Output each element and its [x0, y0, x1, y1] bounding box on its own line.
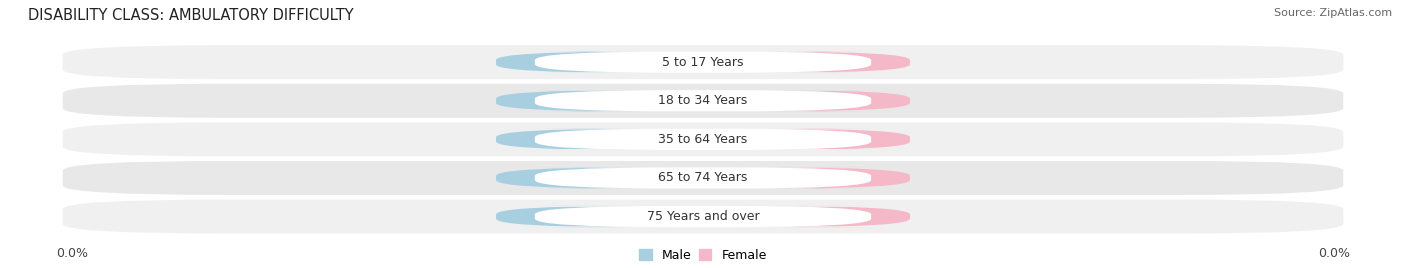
FancyBboxPatch shape — [496, 129, 678, 150]
FancyBboxPatch shape — [63, 84, 1343, 118]
FancyBboxPatch shape — [728, 129, 910, 150]
Legend: Male, Female: Male, Female — [640, 249, 766, 262]
FancyBboxPatch shape — [534, 90, 872, 111]
Text: 65 to 74 Years: 65 to 74 Years — [658, 172, 748, 184]
Text: DISABILITY CLASS: AMBULATORY DIFFICULTY: DISABILITY CLASS: AMBULATORY DIFFICULTY — [28, 8, 354, 23]
FancyBboxPatch shape — [496, 90, 678, 111]
Text: 0.0%: 0.0% — [571, 211, 602, 222]
FancyBboxPatch shape — [496, 167, 678, 189]
FancyBboxPatch shape — [496, 206, 678, 227]
FancyBboxPatch shape — [63, 161, 1343, 195]
Text: 0.0%: 0.0% — [804, 96, 835, 106]
FancyBboxPatch shape — [496, 51, 678, 73]
Text: Source: ZipAtlas.com: Source: ZipAtlas.com — [1274, 8, 1392, 18]
FancyBboxPatch shape — [63, 45, 1343, 79]
FancyBboxPatch shape — [728, 206, 910, 227]
FancyBboxPatch shape — [534, 206, 872, 227]
Text: 0.0%: 0.0% — [571, 134, 602, 144]
FancyBboxPatch shape — [534, 129, 872, 150]
Text: 0.0%: 0.0% — [804, 211, 835, 222]
Text: 0.0%: 0.0% — [804, 173, 835, 183]
Text: 0.0%: 0.0% — [571, 173, 602, 183]
Text: 0.0%: 0.0% — [804, 134, 835, 144]
Text: 0.0%: 0.0% — [1317, 247, 1350, 260]
Text: 5 to 17 Years: 5 to 17 Years — [662, 56, 744, 69]
FancyBboxPatch shape — [534, 167, 872, 189]
Text: 0.0%: 0.0% — [56, 247, 89, 260]
FancyBboxPatch shape — [63, 200, 1343, 233]
FancyBboxPatch shape — [63, 122, 1343, 156]
Text: 0.0%: 0.0% — [571, 57, 602, 67]
Text: 0.0%: 0.0% — [804, 57, 835, 67]
FancyBboxPatch shape — [728, 90, 910, 111]
FancyBboxPatch shape — [728, 51, 910, 73]
Text: 75 Years and over: 75 Years and over — [647, 210, 759, 223]
Text: 35 to 64 Years: 35 to 64 Years — [658, 133, 748, 146]
Text: 18 to 34 Years: 18 to 34 Years — [658, 94, 748, 107]
FancyBboxPatch shape — [728, 167, 910, 189]
Text: 0.0%: 0.0% — [571, 96, 602, 106]
FancyBboxPatch shape — [534, 51, 872, 73]
